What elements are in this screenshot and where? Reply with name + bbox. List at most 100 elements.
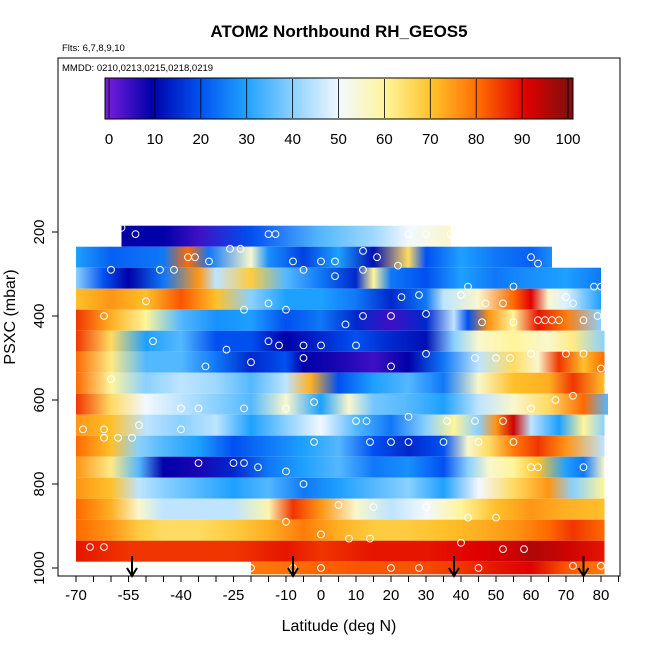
sample-point bbox=[317, 341, 325, 350]
sample-point bbox=[271, 230, 280, 239]
y-tick-label: 200 bbox=[31, 219, 48, 244]
x-tick-label: 50 bbox=[488, 587, 505, 604]
sample-point bbox=[373, 253, 381, 262]
sample-point bbox=[359, 312, 367, 320]
y-tick-label: 1000 bbox=[31, 551, 48, 584]
sample-point bbox=[240, 305, 248, 314]
sample-point bbox=[334, 501, 343, 509]
x-tick-label: 40 bbox=[453, 587, 470, 604]
x-tick-label: 10 bbox=[348, 587, 365, 604]
chart-title: ATOM2 Northbound RH_GEOS5 bbox=[210, 22, 467, 41]
heatmap-stratum bbox=[76, 456, 605, 478]
sample-point bbox=[282, 467, 290, 476]
colorbar-tick-label: 80 bbox=[468, 131, 485, 148]
colorbar-tick-label: 40 bbox=[284, 131, 301, 148]
sample-point bbox=[264, 299, 273, 308]
x-tick-label: -40 bbox=[170, 587, 192, 604]
heatmap-stratum bbox=[76, 477, 605, 499]
sample-point bbox=[107, 375, 115, 383]
x-axis: -70 -55 -40 -25 -10 0 10 20 30 40 50 60 70 80 bbox=[58, 575, 620, 604]
x-tick-label: -55 bbox=[118, 587, 140, 604]
y-tick-label: 600 bbox=[31, 387, 48, 412]
sample-point bbox=[135, 421, 143, 430]
sample-point bbox=[387, 564, 395, 572]
sample-point bbox=[404, 412, 413, 421]
sample-point bbox=[240, 459, 248, 467]
sample-point bbox=[317, 564, 325, 572]
heatmap-stratum bbox=[76, 540, 605, 562]
sample-point bbox=[534, 259, 542, 268]
sample-point bbox=[415, 564, 423, 572]
sample-point bbox=[100, 312, 108, 320]
sample-point bbox=[604, 381, 612, 390]
heatmap-stratum bbox=[76, 267, 601, 289]
sample-point bbox=[366, 534, 374, 543]
sample-point bbox=[366, 438, 374, 446]
x-tick-label: 0 bbox=[317, 587, 325, 604]
sample-point bbox=[86, 543, 94, 551]
sample-point bbox=[474, 564, 483, 572]
sample-point bbox=[194, 459, 203, 467]
x-tick-label: 20 bbox=[383, 587, 400, 604]
sample-point bbox=[499, 545, 507, 553]
flights-annotation: Flts: 6,7,8,9,10 bbox=[62, 43, 125, 54]
sample-point bbox=[149, 337, 157, 346]
heatmap-stratum bbox=[76, 435, 605, 457]
sample-point bbox=[282, 404, 290, 413]
sample-point bbox=[299, 480, 308, 488]
sample-point bbox=[310, 438, 318, 446]
sample-point bbox=[226, 244, 234, 253]
x-tick-label: -25 bbox=[223, 587, 245, 604]
x-axis-label: Latitude (deg N) bbox=[282, 618, 397, 635]
sample-point bbox=[345, 534, 353, 543]
sample-point bbox=[471, 354, 479, 362]
sample-point bbox=[597, 282, 605, 291]
sample-point bbox=[177, 404, 185, 413]
x-tick-label: -10 bbox=[275, 587, 297, 604]
sample-point bbox=[562, 349, 570, 358]
sample-point bbox=[299, 265, 308, 274]
sample-point bbox=[310, 398, 318, 407]
sample-point bbox=[579, 316, 588, 325]
sample-point bbox=[317, 530, 325, 539]
colorbar-tick-label: 100 bbox=[555, 131, 580, 148]
sample-point bbox=[527, 404, 535, 413]
sample-point bbox=[387, 312, 395, 320]
sample-point bbox=[415, 291, 423, 299]
sample-point bbox=[509, 318, 518, 327]
x-tick-label: 60 bbox=[523, 587, 540, 604]
sample-point bbox=[464, 513, 472, 522]
heatmap-stratum bbox=[121, 225, 451, 247]
sample-point bbox=[299, 354, 308, 362]
sample-point bbox=[170, 265, 178, 274]
heatmap-strata bbox=[76, 225, 608, 575]
sample-point bbox=[569, 562, 577, 570]
sample-point bbox=[117, 223, 126, 232]
sample-point bbox=[397, 293, 406, 302]
sample-point bbox=[331, 257, 339, 266]
sample-point bbox=[100, 425, 108, 434]
sample-point bbox=[555, 316, 563, 325]
colorbar-tick-label: 0 bbox=[105, 131, 113, 148]
sample-point bbox=[551, 396, 560, 404]
sample-point bbox=[422, 349, 430, 358]
sample-point bbox=[387, 438, 395, 446]
sample-point bbox=[520, 545, 528, 553]
sample-point bbox=[79, 425, 87, 434]
sample-point bbox=[569, 299, 577, 308]
sample-point bbox=[131, 230, 140, 239]
sample-point bbox=[254, 463, 262, 472]
colorbar-tick-label: 70 bbox=[422, 131, 439, 148]
sample-point bbox=[236, 244, 245, 253]
sample-point bbox=[457, 291, 465, 299]
colorbar-tick-label: 20 bbox=[192, 131, 209, 148]
sample-point bbox=[387, 362, 395, 371]
sample-point bbox=[404, 438, 413, 446]
heatmap-stratum bbox=[76, 519, 605, 541]
sample-point bbox=[264, 337, 273, 346]
colorbar-tick-label: 50 bbox=[330, 131, 347, 148]
sample-point bbox=[114, 433, 122, 442]
sample-point bbox=[352, 417, 360, 425]
sample-point bbox=[499, 299, 507, 308]
colorbar: 0 10 20 30 40 50 60 70 80 90 100 bbox=[104, 77, 581, 148]
